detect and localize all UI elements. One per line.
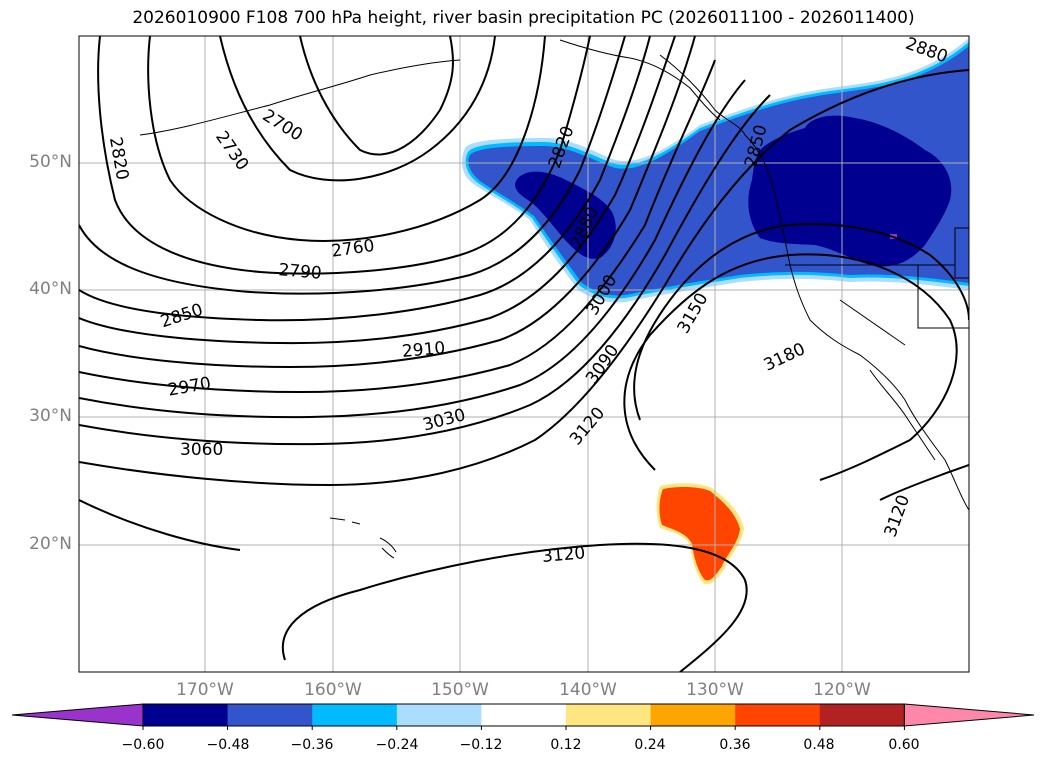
- colorbar-tick-label: 0.48: [803, 737, 835, 753]
- colorbar-tick-label: 0.36: [719, 737, 751, 753]
- lat-label-20n: 20°N: [29, 534, 72, 554]
- colorbar: [11, 703, 1035, 730]
- contour-label: 3120: [541, 543, 586, 567]
- colorbar-segment: [143, 704, 229, 726]
- colorbar-tick-label: 0.12: [550, 737, 582, 753]
- contour-label: 2970: [166, 373, 212, 400]
- contour-label: 2730: [211, 127, 252, 174]
- lon-label-120w: 120°W: [813, 680, 871, 700]
- contour-label: 3180: [761, 339, 809, 375]
- contour-label: 3150: [674, 290, 713, 337]
- colorbar-tick-label: 0.60: [888, 737, 920, 753]
- colorbar-frame: [142, 703, 905, 727]
- colorbar-segment: [396, 704, 482, 726]
- aleutian-arc: [139, 59, 461, 136]
- precip-shading-navy-west: [515, 171, 616, 259]
- colorbar-segment: [481, 704, 567, 726]
- colorbar-segment: [819, 704, 905, 726]
- colorbar-segment: [227, 704, 313, 726]
- lat-label-40n: 40°N: [29, 279, 72, 299]
- contour-label: 2790: [278, 260, 323, 284]
- contour-label: 2910: [401, 338, 446, 362]
- state-borders: [785, 227, 969, 346]
- lon-label-160w: 160°W: [304, 680, 362, 700]
- contour-label: 2700: [259, 106, 306, 146]
- colorbar-tick-label: −0.36: [290, 737, 334, 753]
- hawaii-islands: [329, 517, 397, 559]
- lat-label-50n: 50°N: [29, 152, 72, 172]
- colorbar-segment: [735, 704, 821, 726]
- colorbar-segment: [312, 704, 398, 726]
- colorbar-segment: [650, 704, 736, 726]
- precip-shading-navy-east: [748, 115, 952, 267]
- contour-label: 3120: [881, 492, 915, 539]
- lon-label-140w: 140°W: [559, 680, 617, 700]
- baja-coast: [869, 369, 936, 461]
- lon-label-130w: 130°W: [686, 680, 744, 700]
- graticule: [79, 36, 969, 672]
- map-frame: [78, 35, 970, 673]
- contour-label: 3060: [180, 440, 223, 460]
- map-title: 2026010900 F108 700 hPa height, river ba…: [132, 8, 915, 28]
- colorbar-tick-label: −0.12: [459, 737, 503, 753]
- lon-label-170w: 170°W: [176, 680, 234, 700]
- contour-label: 2850: [158, 300, 205, 332]
- colorbar-extend-low: [11, 703, 144, 727]
- colorbar-segment: [566, 704, 652, 726]
- colorbar-extend-high: [903, 703, 1035, 727]
- alaska-coast: [559, 39, 721, 121]
- colorbar-tick-label: −0.48: [206, 737, 250, 753]
- contour-label: 2880: [903, 34, 950, 68]
- colorbar-tick-label: −0.24: [375, 737, 419, 753]
- height-contours: [79, 36, 969, 672]
- colorbar-tick-label: −0.60: [121, 737, 165, 753]
- precip-positive-red: [659, 486, 740, 581]
- lon-label-150w: 150°W: [431, 680, 489, 700]
- colorbar-tick-label: 0.24: [634, 737, 666, 753]
- lat-label-30n: 30°N: [29, 406, 72, 426]
